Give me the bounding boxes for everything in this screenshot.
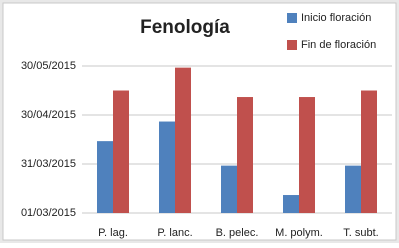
y-tick-label: 30/05/2015 <box>21 60 76 72</box>
legend-label: Inicio floración <box>301 12 371 24</box>
legend-swatch <box>287 13 297 23</box>
bar <box>221 166 237 213</box>
x-tick-label: P. lag. <box>98 227 128 239</box>
y-tick-label: 31/03/2015 <box>21 158 76 170</box>
x-tick-label: P. lanc. <box>157 227 192 239</box>
bar <box>345 166 361 213</box>
y-tick-label: 30/04/2015 <box>21 109 76 121</box>
x-tick-label: M. polym. <box>275 227 323 239</box>
bar <box>113 91 129 214</box>
bar <box>299 97 315 213</box>
x-tick-label: B. pelec. <box>216 227 259 239</box>
x-tick-label: T. subt. <box>343 227 378 239</box>
chart-title: Fenología <box>140 17 230 38</box>
bar <box>361 91 377 214</box>
bar <box>175 68 191 213</box>
bar <box>159 122 175 213</box>
legend-swatch <box>287 40 297 50</box>
legend-label: Fin de floración <box>301 39 376 51</box>
y-tick-label: 01/03/2015 <box>21 207 76 219</box>
chart: Fenología 01/03/2015 31/03/2015 30/04/2015… <box>0 0 399 243</box>
bar <box>283 195 299 213</box>
bar <box>237 97 253 213</box>
bar <box>97 141 113 213</box>
